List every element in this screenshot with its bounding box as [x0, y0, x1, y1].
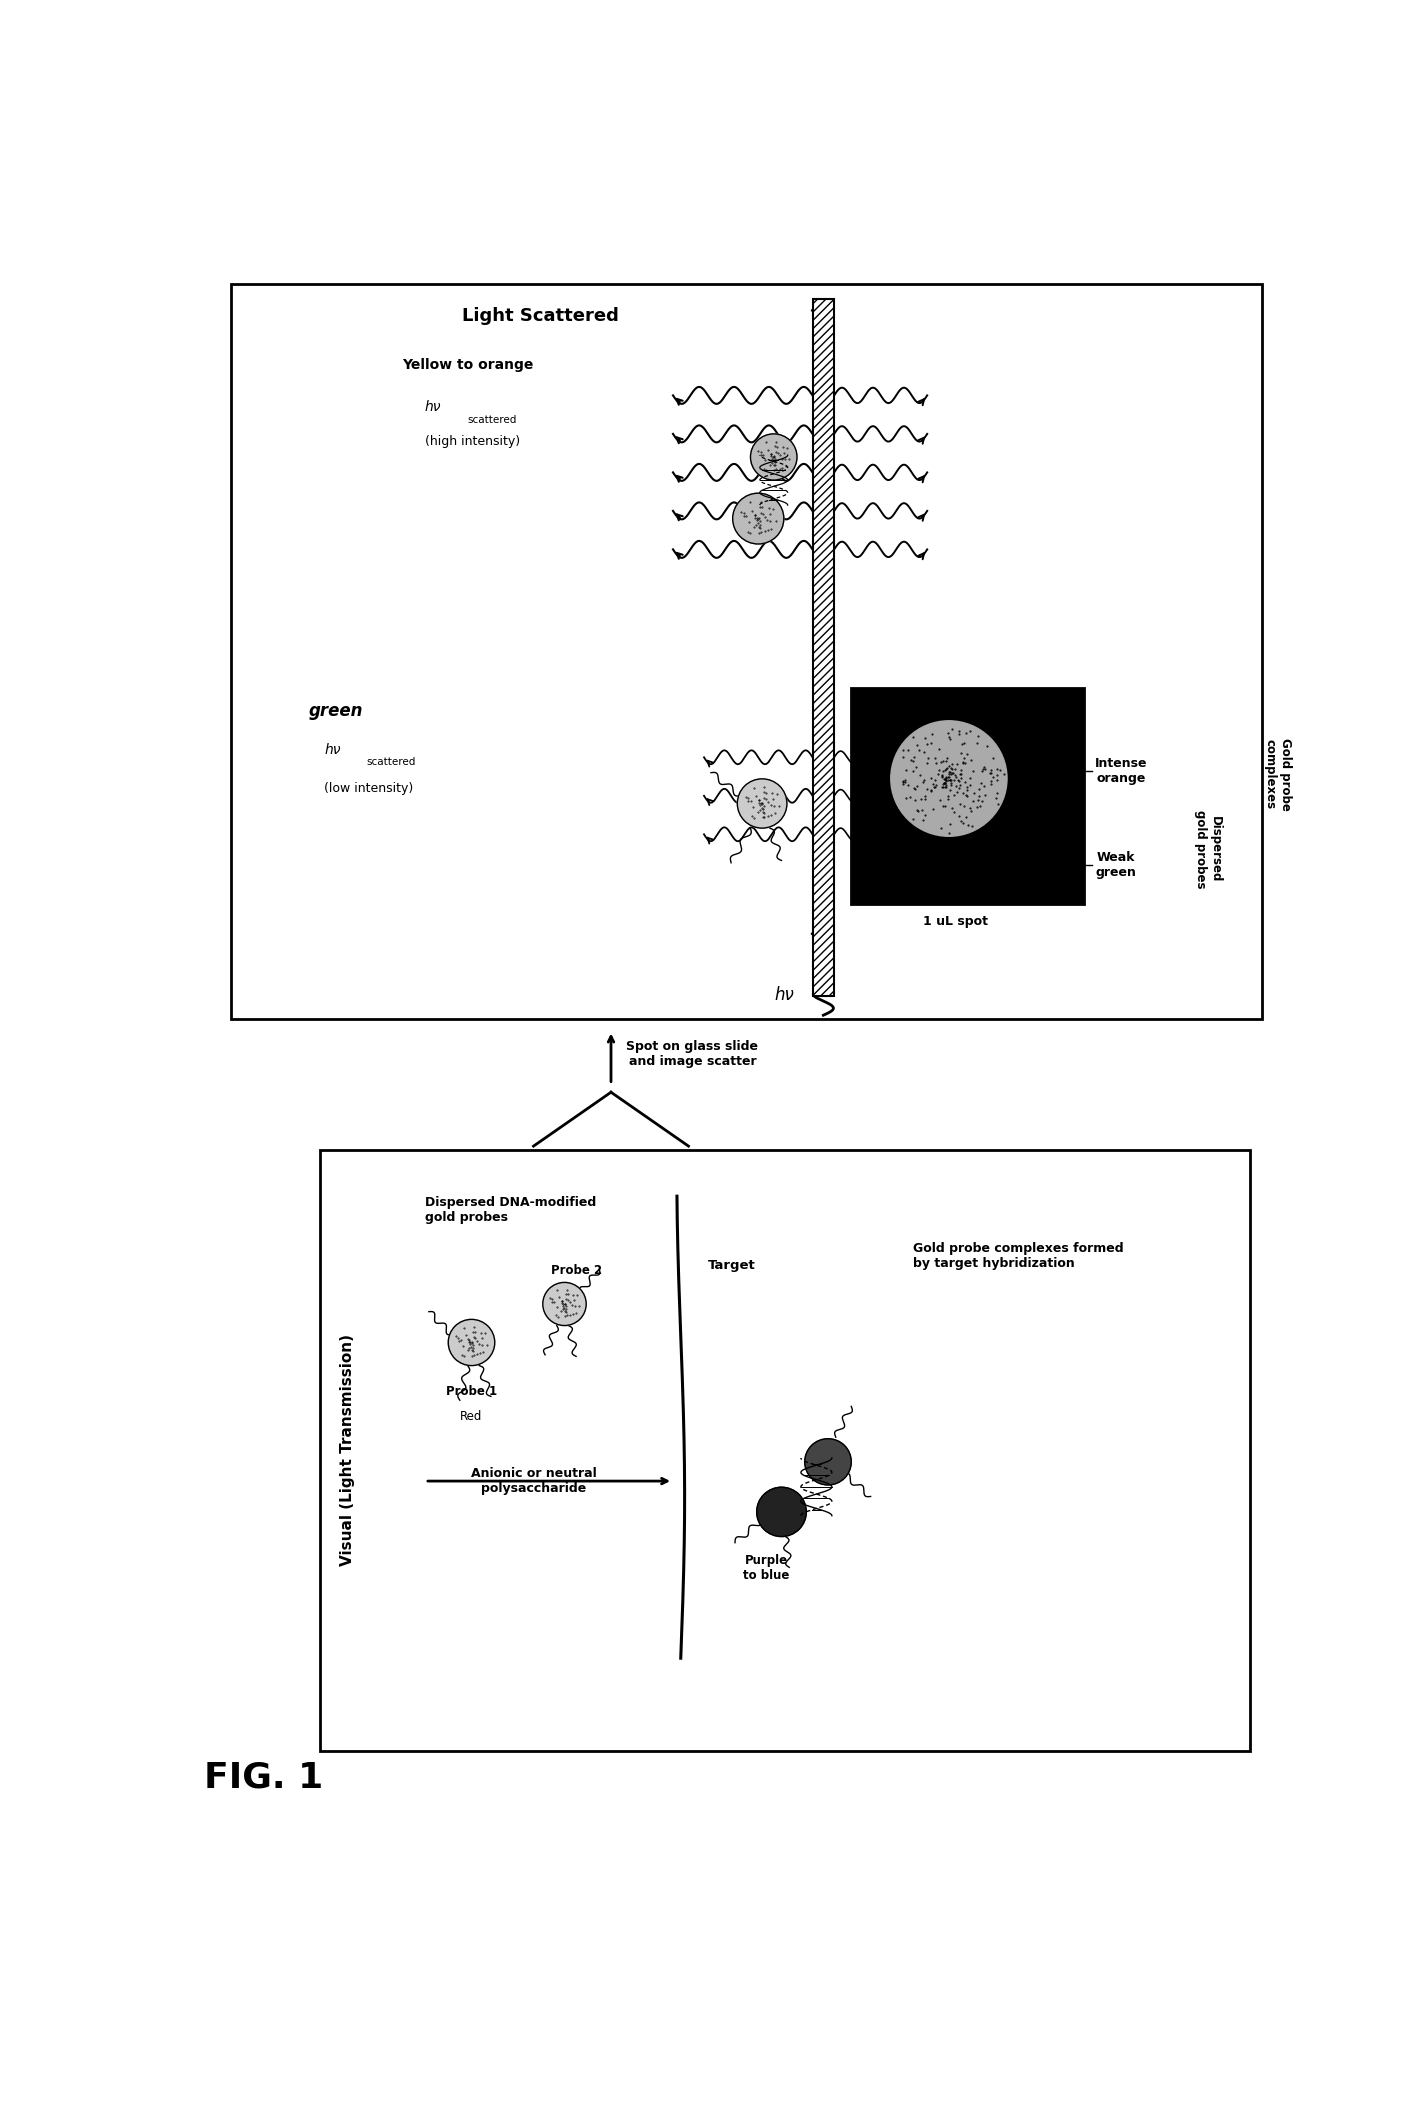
Text: 1 uL spot: 1 uL spot	[923, 915, 988, 927]
Bar	[813, 300, 834, 995]
Text: Light Scattered: Light Scattered	[462, 306, 619, 325]
Text: Yellow to orange: Yellow to orange	[402, 357, 534, 372]
Text: hν: hν	[775, 985, 794, 1004]
Text: Gold probe
complexes: Gold probe complexes	[1263, 738, 1291, 810]
Text: green: green	[309, 702, 364, 721]
Text: Anionic or neutral
polysaccharide: Anionic or neutral polysaccharide	[470, 1468, 596, 1495]
Circle shape	[891, 721, 1007, 836]
Bar	[231, 283, 1262, 1019]
Text: scattered: scattered	[367, 757, 416, 768]
Text: FIG. 1: FIG. 1	[204, 1761, 323, 1795]
Circle shape	[449, 1319, 494, 1366]
Text: Red: Red	[460, 1410, 483, 1423]
Bar	[320, 1151, 1250, 1751]
Circle shape	[750, 434, 797, 481]
Text: Spot on glass slide
and image scatter: Spot on glass slide and image scatter	[626, 1040, 759, 1068]
Text: Target: Target	[708, 1259, 756, 1272]
Circle shape	[732, 493, 784, 545]
Text: (low intensity): (low intensity)	[324, 781, 413, 795]
Text: Probe 1: Probe 1	[446, 1385, 497, 1397]
Text: hν: hν	[324, 742, 341, 757]
Text: Visual (Light Transmission): Visual (Light Transmission)	[340, 1334, 355, 1565]
Text: (high intensity): (high intensity)	[425, 436, 520, 449]
Text: Dispersed
gold probes: Dispersed gold probes	[1194, 810, 1222, 889]
Circle shape	[542, 1283, 586, 1325]
Text: Purple
to blue: Purple to blue	[743, 1555, 789, 1582]
Text: Dispersed DNA-modified
gold probes: Dispersed DNA-modified gold probes	[425, 1195, 596, 1225]
Text: scattered: scattered	[467, 415, 517, 425]
Circle shape	[756, 1487, 806, 1536]
Text: Weak
green: Weak green	[1096, 851, 1136, 878]
Bar	[851, 687, 1083, 904]
Text: hν: hν	[425, 400, 442, 415]
Text: Probe 2: Probe 2	[551, 1263, 602, 1276]
Text: Gold probe complexes formed
by target hybridization: Gold probe complexes formed by target hy…	[913, 1242, 1124, 1270]
Circle shape	[804, 1438, 851, 1485]
Circle shape	[738, 778, 787, 827]
Text: Intense
orange: Intense orange	[1096, 757, 1148, 785]
